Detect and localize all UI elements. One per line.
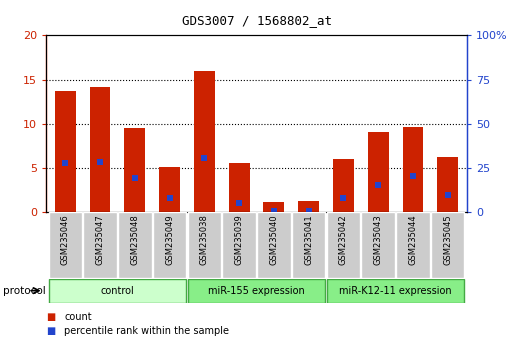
Text: GSM235047: GSM235047 — [95, 215, 105, 265]
Text: GSM235040: GSM235040 — [269, 215, 279, 265]
Bar — [396, 212, 429, 278]
Bar — [159, 167, 180, 212]
Point — [96, 159, 104, 165]
Point — [270, 208, 278, 214]
Text: GSM235039: GSM235039 — [234, 215, 244, 265]
Text: GSM235042: GSM235042 — [339, 215, 348, 265]
Point — [166, 195, 174, 201]
Text: GSM235049: GSM235049 — [165, 215, 174, 265]
Text: GSM235045: GSM235045 — [443, 215, 452, 265]
Bar — [368, 132, 389, 212]
Text: count: count — [64, 312, 92, 322]
Point — [61, 160, 69, 166]
Point — [131, 175, 139, 181]
Text: GDS3007 / 1568802_at: GDS3007 / 1568802_at — [182, 14, 331, 27]
Bar — [49, 212, 82, 278]
Bar — [431, 212, 464, 278]
Point — [305, 208, 313, 214]
Bar — [90, 87, 110, 212]
Text: control: control — [101, 286, 134, 296]
Text: GSM235043: GSM235043 — [373, 215, 383, 265]
Text: GSM235038: GSM235038 — [200, 215, 209, 265]
Text: protocol: protocol — [3, 286, 45, 296]
Bar — [188, 279, 325, 303]
Bar — [118, 212, 151, 278]
Bar — [257, 212, 290, 278]
Text: GSM235044: GSM235044 — [408, 215, 418, 265]
Bar — [223, 212, 256, 278]
Text: ■: ■ — [46, 326, 55, 336]
Point — [235, 200, 243, 205]
Point — [339, 195, 347, 201]
Text: miR-155 expression: miR-155 expression — [208, 286, 305, 296]
Text: miR-K12-11 expression: miR-K12-11 expression — [339, 286, 452, 296]
Bar — [403, 127, 423, 212]
Text: GSM235041: GSM235041 — [304, 215, 313, 265]
Text: GSM235046: GSM235046 — [61, 215, 70, 265]
Bar — [124, 128, 145, 212]
Point — [200, 155, 208, 160]
Point — [444, 192, 452, 198]
Bar — [55, 91, 76, 212]
Bar — [333, 159, 354, 212]
Bar — [362, 212, 395, 278]
Bar — [188, 212, 221, 278]
Text: percentile rank within the sample: percentile rank within the sample — [64, 326, 229, 336]
Text: ■: ■ — [46, 312, 55, 322]
Bar — [264, 202, 284, 212]
Bar — [229, 163, 249, 212]
Point — [374, 182, 382, 188]
Text: GSM235048: GSM235048 — [130, 215, 140, 265]
Bar — [298, 201, 319, 212]
Bar — [194, 71, 215, 212]
Point — [409, 173, 417, 179]
Bar — [84, 212, 117, 278]
Bar — [327, 279, 464, 303]
Bar — [153, 212, 186, 278]
Bar — [437, 156, 458, 212]
Bar — [292, 212, 325, 278]
Bar — [327, 212, 360, 278]
Bar — [49, 279, 186, 303]
